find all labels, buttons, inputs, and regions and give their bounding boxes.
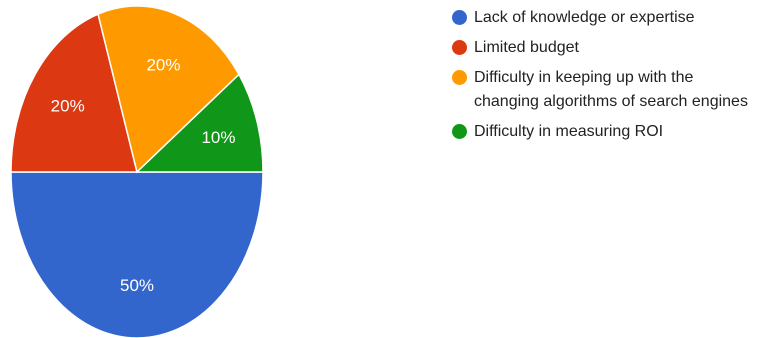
pie-slice-label-changing-algorithms: 20% — [146, 56, 180, 75]
legend-item-lack-of-knowledge: Lack of knowledge or expertise — [452, 6, 762, 30]
pie-slice-lack-of-knowledge — [10, 171, 264, 338]
pie-chart: 50% 20% 20% 10% — [10, 5, 264, 338]
pie-slice-measuring-roi — [135, 73, 264, 173]
legend-swatch-limited-budget — [452, 40, 467, 55]
legend: Lack of knowledge or expertise Limited b… — [452, 6, 762, 150]
pie-slice-changing-algorithms — [97, 5, 240, 174]
legend-label-lack-of-knowledge: Lack of knowledge or expertise — [474, 9, 695, 26]
legend-item-changing-algorithms: Difficulty in keeping up with the changi… — [452, 66, 762, 114]
legend-swatch-measuring-roi — [452, 124, 467, 139]
legend-item-limited-budget: Limited budget — [452, 36, 762, 60]
legend-label-measuring-roi: Difficulty in measuring ROI — [474, 123, 664, 140]
legend-item-measuring-roi: Difficulty in measuring ROI — [452, 120, 762, 144]
legend-label-changing-algorithms: Difficulty in keeping up with the changi… — [474, 69, 748, 110]
legend-label-limited-budget: Limited budget — [474, 39, 579, 56]
legend-swatch-changing-algorithms — [452, 70, 467, 85]
pie-slice-label-lack-of-knowledge: 50% — [120, 276, 154, 295]
pie-slice-limited-budget — [10, 13, 138, 173]
pie-slice-label-limited-budget: 20% — [51, 97, 85, 116]
pie-slice-label-measuring-roi: 10% — [201, 128, 235, 147]
legend-swatch-lack-of-knowledge — [452, 10, 467, 25]
